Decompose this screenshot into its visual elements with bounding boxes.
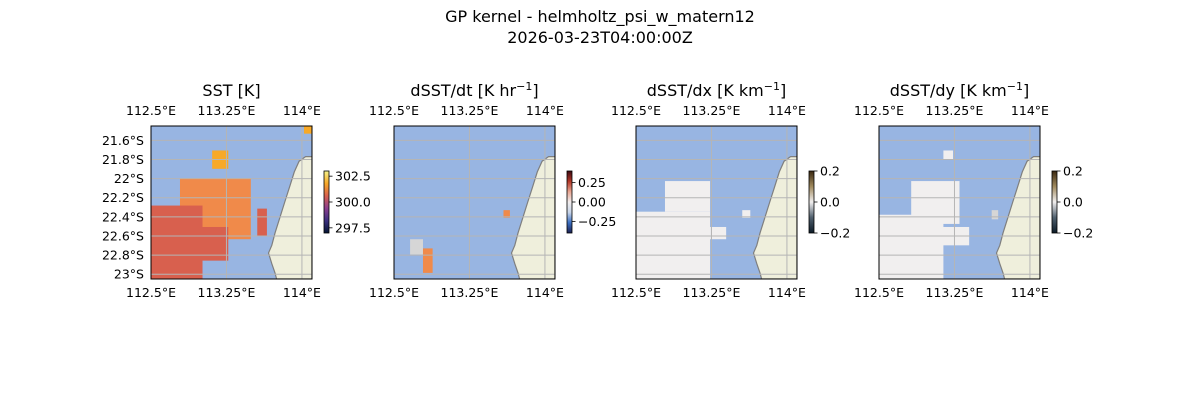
colorbar	[1051, 170, 1058, 234]
bottom-tick-label: 112.5°E	[611, 285, 661, 300]
axes-frame	[635, 125, 798, 280]
left-tick-label: 22.4°S	[102, 209, 144, 224]
panel-1: SST [K] 112.5°E 113.25°E 114°E 112.5°E 113.25…	[102, 81, 371, 300]
colorbar-tick-label: 0.0	[820, 195, 840, 210]
bottom-tick-label: 113.25°E	[198, 285, 256, 300]
top-tick-label: 114°E	[1011, 103, 1049, 118]
land-mass	[752, 156, 797, 279]
bottom-tick-label: 114°E	[526, 285, 564, 300]
top-tick-label: 112.5°E	[611, 103, 661, 118]
colorbar-tick-label: 0.00	[578, 195, 606, 210]
map-area	[394, 126, 555, 279]
bottom-tick-label: 114°E	[768, 285, 806, 300]
left-tick-label: 22°S	[114, 171, 144, 186]
data-patch	[742, 210, 751, 218]
axes-frame	[393, 125, 556, 280]
top-tick-label: 114°E	[768, 103, 806, 118]
data-patch	[710, 226, 727, 240]
top-tick-label: 113.25°E	[926, 103, 984, 118]
land-mass	[267, 156, 312, 279]
top-tick-label: 114°E	[283, 103, 321, 118]
top-tick-label: 113.25°E	[683, 103, 741, 118]
land-mass	[510, 156, 555, 279]
colorbar	[808, 170, 815, 234]
axes-frame	[150, 125, 313, 280]
colorbar-tick-label: −0.25	[578, 214, 616, 229]
left-tick-label: 23°S	[114, 267, 144, 282]
bottom-tick-label: 114°E	[1011, 285, 1049, 300]
bottom-tick-label: 113.25°E	[926, 285, 984, 300]
data-patch	[943, 150, 954, 160]
bottom-tick-label: 114°E	[283, 285, 321, 300]
map-area	[879, 126, 1040, 279]
left-tick-label: 22.6°S	[102, 228, 144, 243]
data-patch	[991, 210, 999, 220]
colorbar-tick-label: 0.0	[1063, 195, 1083, 210]
map-area	[151, 126, 312, 279]
data-patch	[664, 181, 711, 212]
axes-frame	[878, 125, 1041, 280]
data-patch	[257, 208, 267, 237]
colorbar-tick-label: 0.2	[1063, 164, 1083, 179]
land-mass	[995, 156, 1040, 279]
top-tick-label: 114°E	[526, 103, 564, 118]
top-tick-label: 112.5°E	[854, 103, 904, 118]
panels-container: SST [K] 112.5°E 113.25°E 114°E 112.5°E 113.25…	[102, 80, 1093, 300]
bottom-tick-label: 112.5°E	[126, 285, 176, 300]
panel-title: dSST/dx [K km−1]	[647, 80, 786, 100]
top-tick-label: 112.5°E	[126, 103, 176, 118]
data-patch	[879, 214, 944, 279]
data-patch	[503, 210, 510, 218]
data-patch	[636, 211, 711, 279]
top-tick-label: 113.25°E	[198, 103, 256, 118]
left-tick-label: 21.6°S	[102, 133, 144, 148]
data-patch	[410, 239, 423, 255]
colorbar-tick-label: 300.0	[335, 195, 371, 210]
colorbar-tick-label: 0.25	[578, 175, 606, 190]
panel-3: dSST/dx [K km−1] 112.5°E 113.25°E 114°E 112.…	[611, 80, 850, 300]
figure-subtitle: 2026-03-23T04:00:00Z	[507, 28, 693, 47]
left-tick-label: 22.8°S	[102, 248, 144, 263]
data-patch	[422, 248, 433, 273]
colorbar-tick-label: 297.5	[335, 220, 371, 235]
colorbar-tick-label: 302.5	[335, 169, 371, 184]
panel-4: dSST/dy [K km−1] 112.5°E 113.25°E 114°E 112.…	[854, 80, 1093, 300]
left-tick-label: 21.8°S	[102, 152, 144, 167]
left-tick-label: 22.2°S	[102, 190, 144, 205]
panel-2: dSST/dt [K hr−1] 112.5°E 113.25°E 114°E 112.…	[369, 80, 616, 300]
bottom-tick-label: 113.25°E	[441, 285, 499, 300]
colorbar-tick-label: 0.2	[820, 164, 840, 179]
figure-title: GP kernel - helmholtz_psi_w_matern12	[445, 7, 755, 27]
top-tick-label: 112.5°E	[369, 103, 419, 118]
panel-title: dSST/dt [K hr−1]	[410, 80, 538, 100]
colorbar	[566, 170, 573, 234]
colorbar	[323, 170, 330, 234]
bottom-tick-label: 112.5°E	[854, 285, 904, 300]
map-area	[636, 126, 797, 279]
colorbar-tick-label: −0.2	[1063, 226, 1093, 241]
panel-title: SST [K]	[202, 81, 260, 100]
colorbar-tick-label: −0.2	[820, 226, 850, 241]
top-tick-label: 113.25°E	[441, 103, 499, 118]
bottom-tick-label: 112.5°E	[369, 285, 419, 300]
bottom-tick-label: 113.25°E	[683, 285, 741, 300]
data-patch	[151, 205, 203, 279]
data-patch	[303, 126, 312, 134]
panel-title: dSST/dy [K km−1]	[890, 80, 1029, 100]
